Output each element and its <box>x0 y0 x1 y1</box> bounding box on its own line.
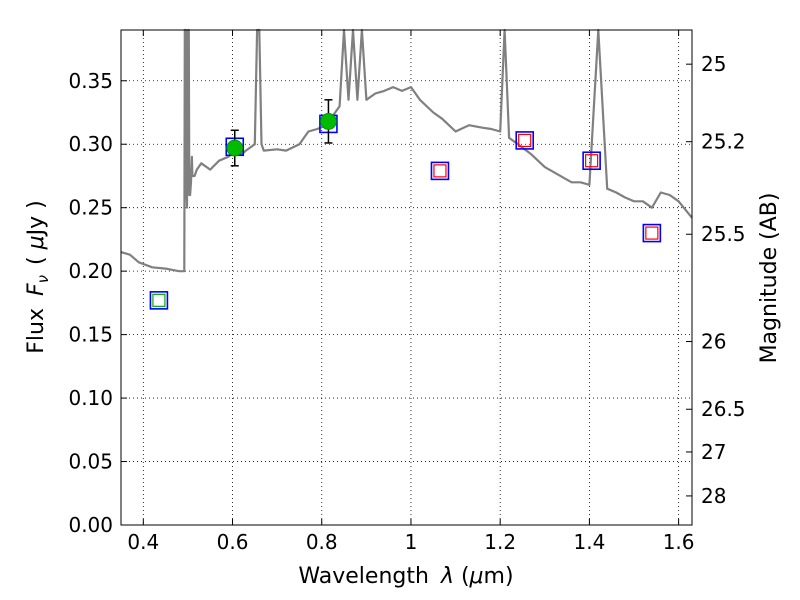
y-tick-label: 0.10 <box>68 386 113 410</box>
x-tick-label: 1 <box>405 530 418 554</box>
y2-axis-label: Magnitude (AB) <box>757 193 782 364</box>
x-tick-label: 0.8 <box>306 530 338 554</box>
y-axis-ticks: 0.00 0.05 0.10 0.15 0.20 0.25 0.30 0.35 <box>68 69 127 537</box>
x-tick-label: 1.6 <box>663 530 695 554</box>
y2-tick-label: 25.2 <box>701 130 746 154</box>
observed-point <box>226 139 244 157</box>
y2-tick-label: 27 <box>701 440 726 464</box>
observed-point <box>320 112 337 130</box>
model-square-red <box>433 164 447 178</box>
data-markers <box>149 99 662 310</box>
y2-tick-label: 26.5 <box>701 397 746 421</box>
grid-lines <box>121 30 692 526</box>
model-square-blue <box>642 223 662 243</box>
y-tick-label: 0.00 <box>68 513 113 537</box>
y-tick-label: 0.30 <box>68 132 113 156</box>
y-axis-label: FluxFν( μJy ) <box>24 200 52 353</box>
model-square-blue <box>515 131 535 150</box>
model-square-blue <box>430 161 450 181</box>
y-tick-label: 0.05 <box>68 450 113 474</box>
x-tick-label: 1.2 <box>484 530 516 554</box>
x-axis-ticks: 0.4 0.6 0.8 1 1.2 1.4 1.6 <box>127 30 695 554</box>
model-square-green <box>152 293 166 307</box>
y2-tick-label: 26 <box>701 330 726 354</box>
model-square-red <box>585 154 599 168</box>
x-tick-label: 0.4 <box>127 530 159 554</box>
spectrum-line <box>120 28 693 273</box>
y-tick-label: 0.25 <box>68 196 113 220</box>
y2-tick-label: 25.5 <box>701 222 746 246</box>
plot-frame <box>120 29 693 526</box>
model-square-red <box>518 133 532 148</box>
model-square-red <box>645 226 659 240</box>
y2-tick-label: 28 <box>701 484 726 508</box>
x-tick-label: 1.4 <box>573 530 605 554</box>
y2-tick-label: 25 <box>701 52 726 76</box>
y-tick-label: 0.15 <box>68 323 113 347</box>
y-tick-label: 0.20 <box>68 259 113 283</box>
model-square-blue <box>582 151 601 171</box>
y2-axis-ticks: 25 25.2 25.5 26 26.5 27 28 <box>686 52 746 508</box>
x-axis-label: Wavelength λ (μm) <box>298 564 513 589</box>
x-tick-label: 0.6 <box>217 530 249 554</box>
model-square-blue <box>149 291 169 310</box>
spectrum-polyline <box>120 28 693 273</box>
y-tick-label: 0.35 <box>68 69 113 93</box>
